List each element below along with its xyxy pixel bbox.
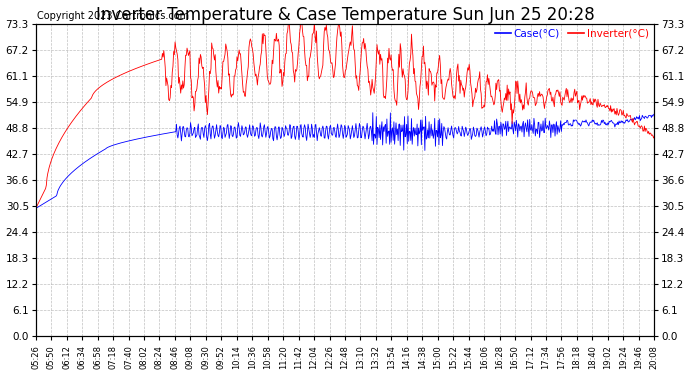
Text: Copyright 2023 Cartronics.com: Copyright 2023 Cartronics.com: [37, 10, 189, 21]
Title: Inverter Temperature & Case Temperature Sun Jun 25 20:28: Inverter Temperature & Case Temperature …: [96, 6, 594, 24]
Legend: Case(°C), Inverter(°C): Case(°C), Inverter(°C): [495, 29, 649, 39]
